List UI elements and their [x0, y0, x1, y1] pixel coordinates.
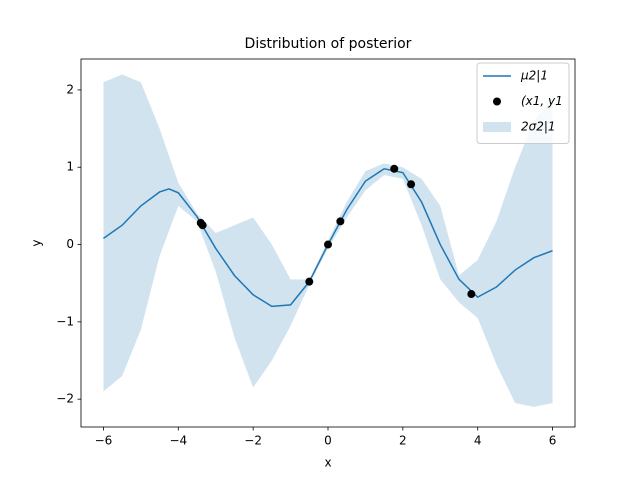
x-tick-label: −2 — [244, 434, 262, 448]
data-point — [390, 164, 399, 173]
x-tick-label: 4 — [474, 434, 482, 448]
chart-title: Distribution of posterior — [245, 36, 412, 52]
y-tick-label: 2 — [66, 82, 74, 96]
data-point — [467, 290, 476, 299]
data-point — [336, 217, 345, 226]
x-axis-label: x — [324, 456, 331, 470]
y-tick-label: 1 — [66, 160, 74, 174]
legend-label: 2σ2|1 — [521, 120, 556, 134]
x-tick-label: 2 — [399, 434, 407, 448]
confidence-band — [103, 74, 553, 407]
legend-label: μ2|1 — [520, 69, 548, 83]
x-tick-label: 0 — [324, 434, 332, 448]
data-point — [305, 277, 314, 286]
data-point — [407, 180, 416, 189]
legend-marker — [493, 97, 501, 106]
legend: μ2|1 (x1, y1 2σ2|1 — [476, 62, 570, 144]
y-tick-label: 0 — [66, 237, 74, 251]
legend-patch — [483, 122, 511, 132]
y-tick-label: −2 — [56, 392, 74, 406]
x-tick-label: −6 — [95, 434, 113, 448]
y-tick-label: −1 — [56, 314, 74, 328]
plot-area — [103, 74, 553, 407]
x-tick-label: 6 — [549, 434, 557, 448]
data-point — [324, 240, 332, 249]
y-axis-label: y — [30, 239, 44, 246]
data-point — [198, 221, 207, 230]
legend-label: (x1, y1 — [521, 94, 563, 108]
x-tick-label: −4 — [169, 434, 187, 448]
